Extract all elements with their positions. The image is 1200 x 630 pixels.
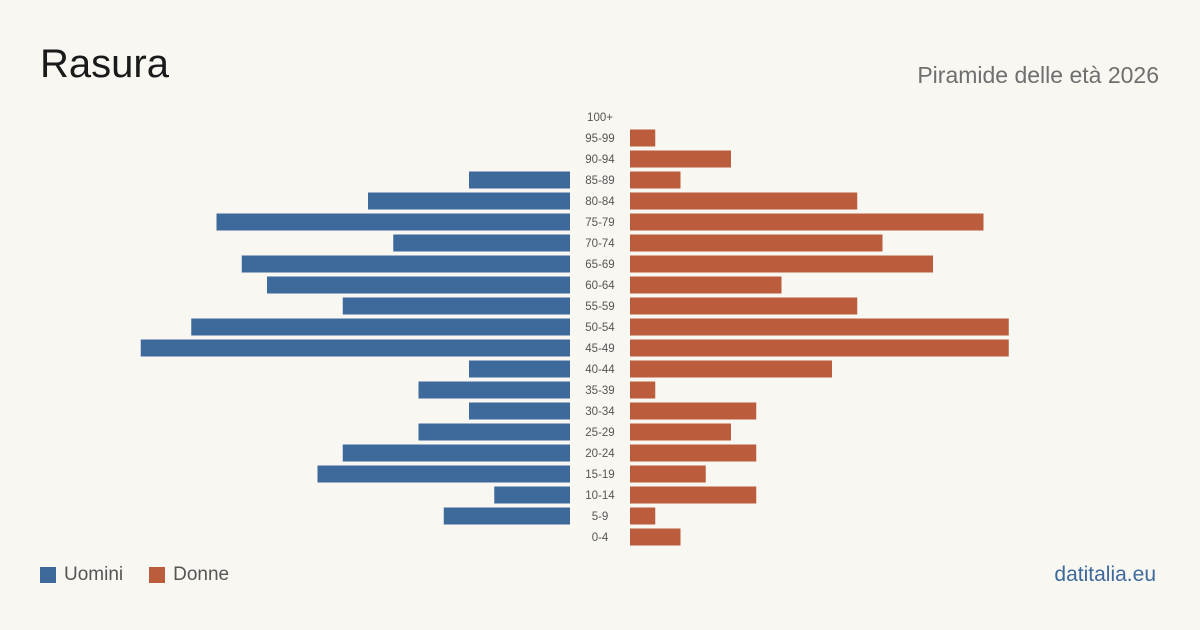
female-bar bbox=[630, 276, 782, 294]
female-bar bbox=[630, 486, 757, 504]
age-group-label: 10-14 bbox=[585, 490, 615, 502]
legend-item-female: Donne bbox=[149, 564, 229, 586]
age-group-label: 50-54 bbox=[585, 322, 615, 334]
male-bar bbox=[494, 486, 570, 504]
age-group-label: 80-84 bbox=[585, 196, 615, 208]
male-bar bbox=[317, 465, 570, 483]
site-link[interactable]: datitalia.eu bbox=[1054, 563, 1156, 586]
age-group-label: 20-24 bbox=[585, 448, 615, 460]
legend-label-female: Donne bbox=[173, 564, 230, 585]
female-bar bbox=[630, 129, 656, 147]
male-bar bbox=[241, 255, 570, 273]
age-group-label: 85-89 bbox=[585, 175, 614, 187]
male-bar bbox=[140, 339, 570, 357]
male-bar bbox=[469, 360, 570, 378]
chart-subtitle: Piramide delle età 2026 bbox=[917, 62, 1159, 88]
female-bar bbox=[630, 465, 706, 483]
female-bar bbox=[630, 360, 832, 378]
male-bar bbox=[216, 213, 570, 231]
male-bar bbox=[418, 423, 570, 441]
age-group-label: 75-79 bbox=[585, 217, 614, 229]
age-group-label: 40-44 bbox=[585, 364, 615, 376]
chart-title: Rasura bbox=[40, 42, 169, 86]
male-bar bbox=[267, 276, 570, 294]
female-bar bbox=[630, 192, 858, 210]
age-group-label: 60-64 bbox=[585, 280, 615, 292]
female-bar bbox=[630, 402, 757, 420]
legend-swatch-female bbox=[149, 567, 166, 583]
female-bar bbox=[630, 297, 858, 315]
male-bar bbox=[418, 381, 570, 399]
female-bar bbox=[630, 171, 681, 189]
age-group-label: 0-4 bbox=[592, 532, 609, 544]
female-bar bbox=[630, 381, 656, 399]
legend-item-male: Uomini bbox=[40, 564, 123, 586]
female-bar bbox=[630, 213, 984, 231]
age-group-label: 25-29 bbox=[585, 427, 614, 439]
age-group-label: 30-34 bbox=[585, 406, 615, 418]
age-group-label: 5-9 bbox=[592, 511, 609, 523]
male-bar bbox=[342, 297, 570, 315]
female-bar bbox=[630, 528, 681, 546]
female-bar bbox=[630, 339, 1009, 357]
age-group-label: 95-99 bbox=[585, 133, 614, 145]
age-group-label: 100+ bbox=[587, 112, 613, 124]
male-bar bbox=[368, 192, 570, 210]
male-bar bbox=[469, 402, 570, 420]
male-bar bbox=[342, 444, 570, 462]
age-group-label: 55-59 bbox=[585, 301, 614, 313]
age-group-label: 70-74 bbox=[585, 238, 615, 250]
age-group-label: 90-94 bbox=[585, 154, 615, 166]
male-bar bbox=[393, 234, 570, 252]
age-group-label: 35-39 bbox=[585, 385, 614, 397]
age-group-label: 15-19 bbox=[585, 469, 614, 481]
female-bar bbox=[630, 423, 731, 441]
male-bar bbox=[469, 171, 570, 189]
female-bar bbox=[630, 150, 731, 168]
female-bar bbox=[630, 234, 883, 252]
female-bar bbox=[630, 507, 656, 525]
legend-swatch-male bbox=[40, 567, 56, 583]
legend-label-male: Uomini bbox=[64, 564, 124, 585]
male-bar bbox=[443, 507, 570, 525]
age-group-label: 65-69 bbox=[585, 259, 614, 271]
female-bar bbox=[630, 444, 757, 462]
male-bar bbox=[191, 318, 570, 336]
age-group-label: 45-49 bbox=[585, 343, 614, 355]
legend: Uomini Donne bbox=[40, 564, 255, 586]
female-bar bbox=[630, 318, 1009, 336]
female-bar bbox=[630, 255, 933, 273]
